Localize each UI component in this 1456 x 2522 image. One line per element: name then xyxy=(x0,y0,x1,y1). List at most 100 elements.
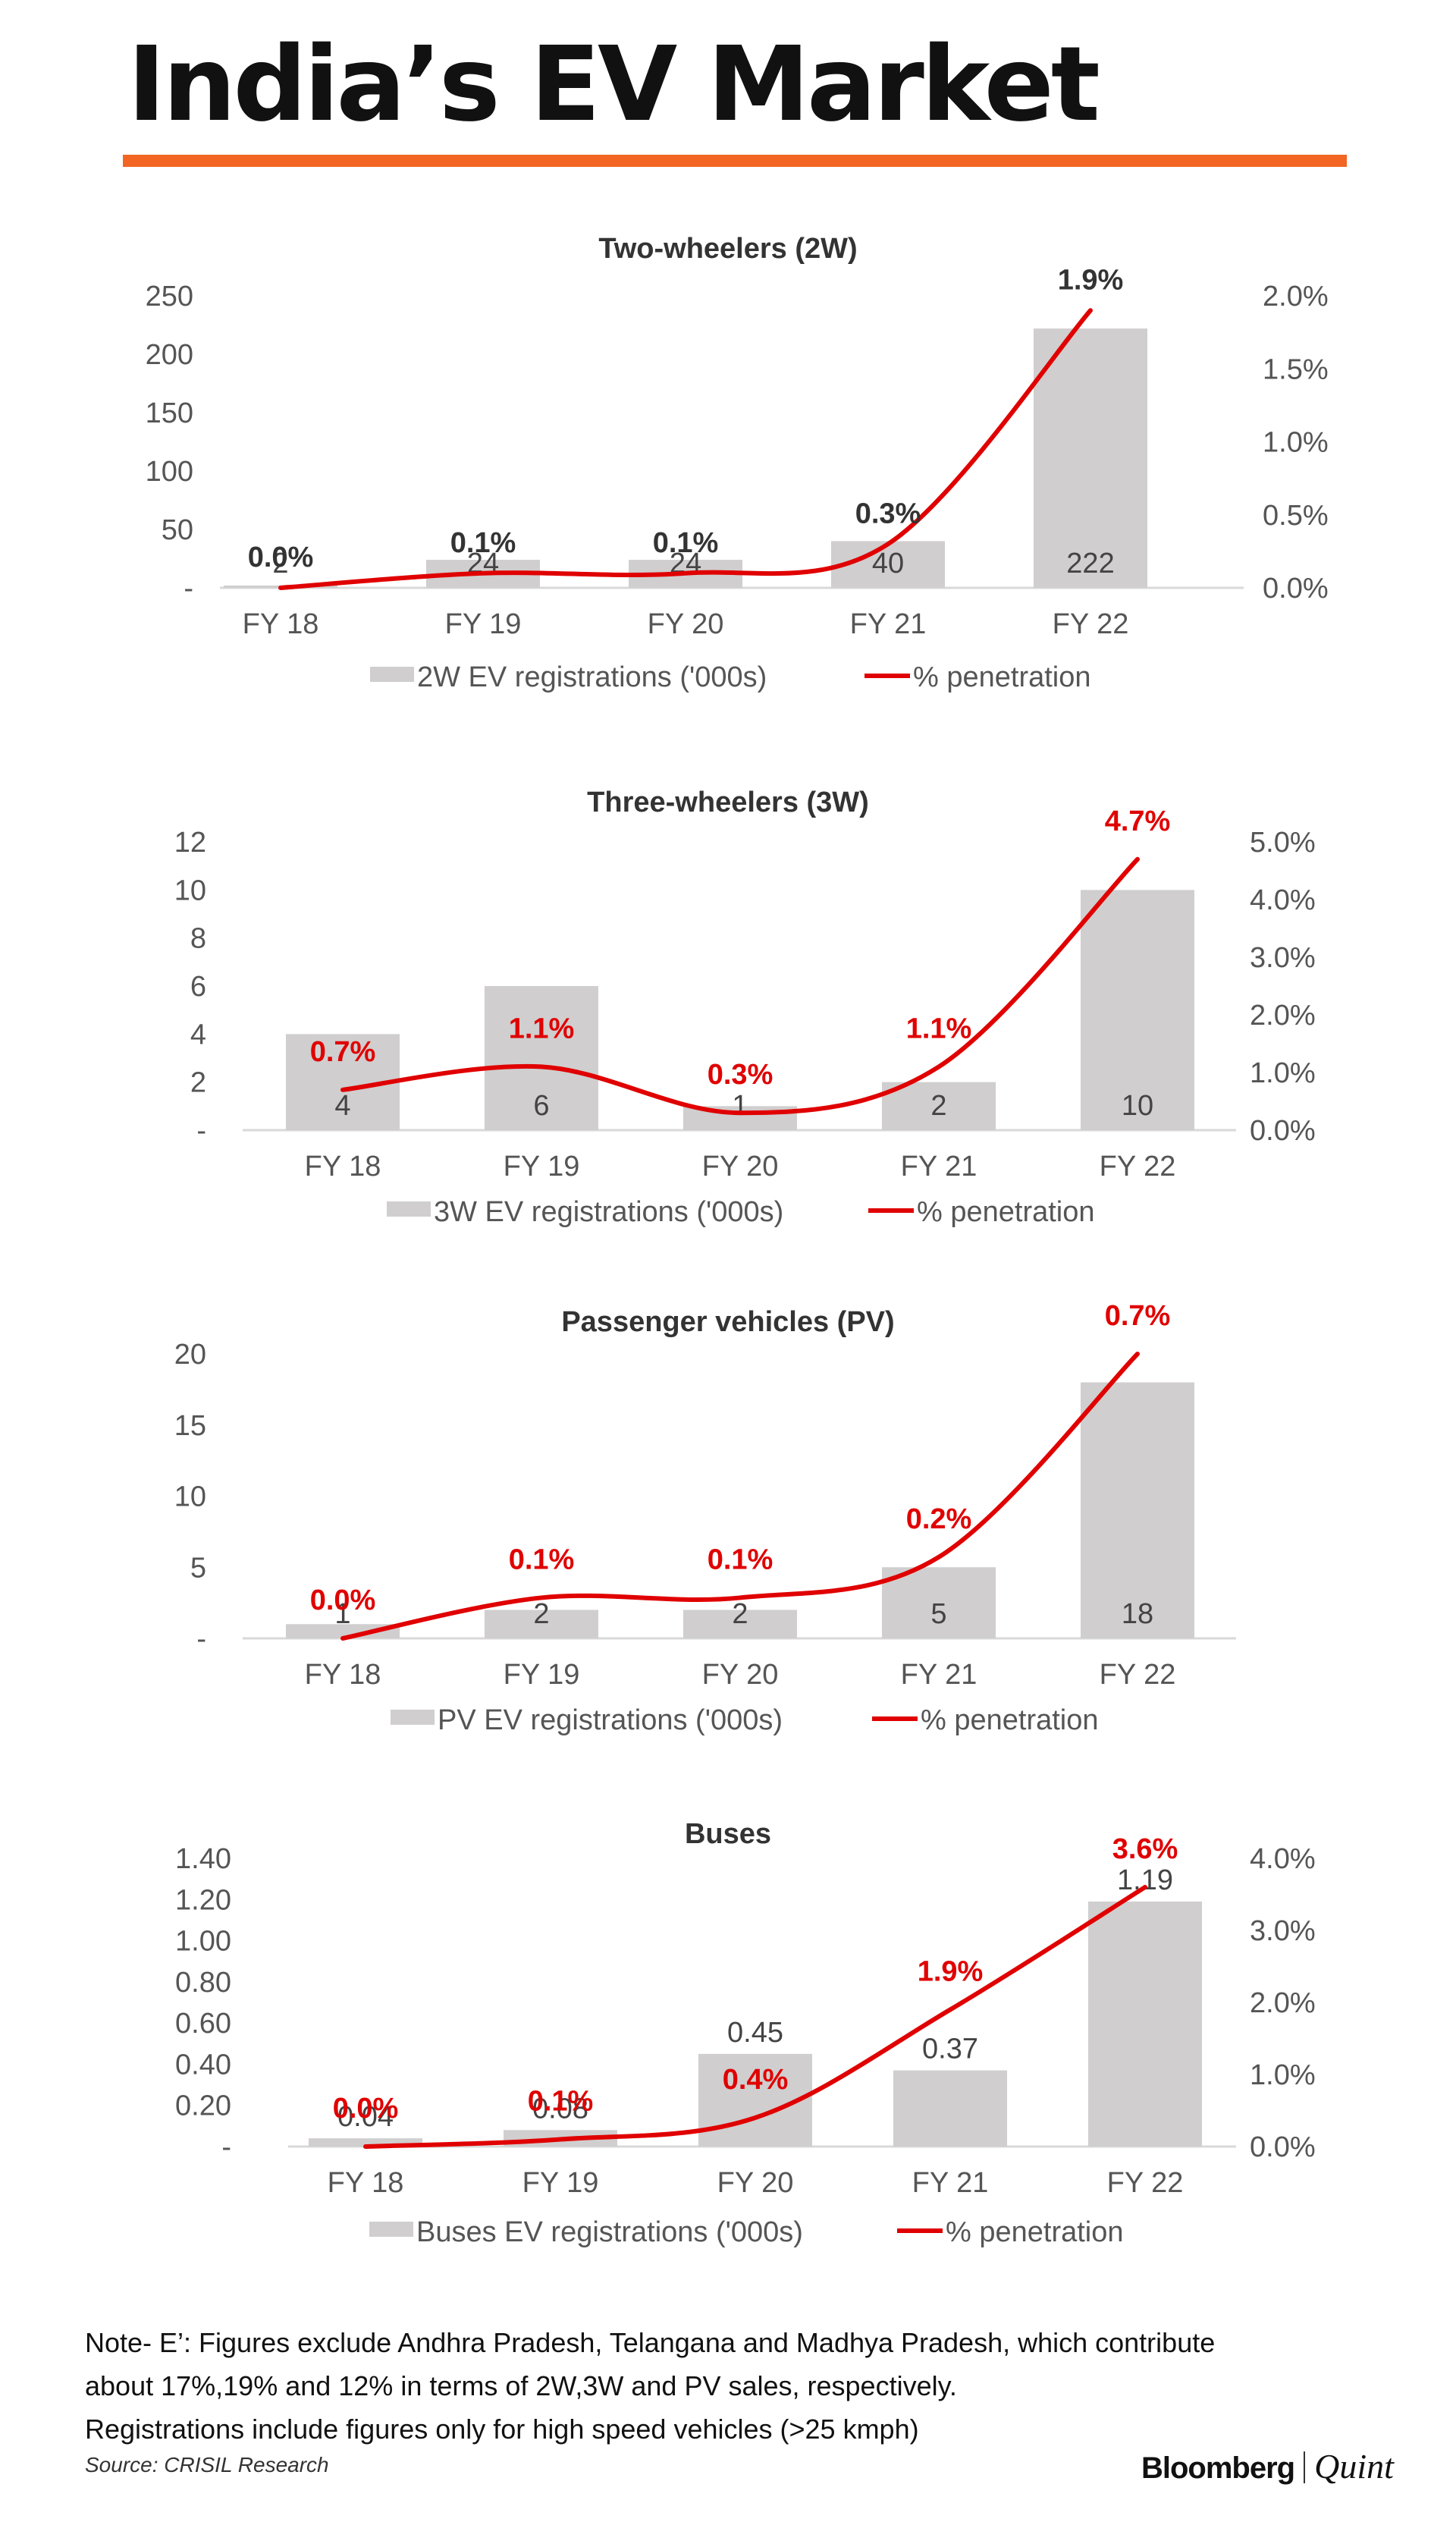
legend-line-label: % penetration xyxy=(921,1704,1099,1736)
penetration-line xyxy=(363,1885,1147,2149)
right-axis-tick-label: 2.0% xyxy=(1263,281,1329,313)
left-axis-tick-label: 10 xyxy=(174,875,206,906)
legend-bar-swatch xyxy=(391,1710,435,1725)
two-wheelers-chart: Two-wheelers (2W) - 50 100 150 200 250 0.0% 0.5%… xyxy=(146,233,1329,693)
left-axis-tick-label: 6 xyxy=(190,971,206,1003)
bar xyxy=(309,2138,422,2147)
left-axis-tick-label: - xyxy=(196,1623,206,1655)
right-axis-tick-label: 3.0% xyxy=(1250,942,1316,974)
right-axis-tick-label: 0.0% xyxy=(1250,1115,1316,1147)
category-tick-label: FY 19 xyxy=(445,608,522,640)
penetration-value-label: 4.7% xyxy=(1105,806,1171,837)
bar-value-label: 6 xyxy=(533,1090,549,1122)
left-axis-tick-label: 50 xyxy=(162,514,193,546)
category-tick-label: FY 21 xyxy=(901,1659,977,1691)
category-tick-label: FY 19 xyxy=(522,2167,599,2199)
category-tick-label: FY 20 xyxy=(648,608,724,640)
left-axis-tick-label: - xyxy=(196,1115,206,1147)
left-axis-tick-label: 1.40 xyxy=(175,1843,231,1875)
penetration-value-label: 0.3% xyxy=(855,498,921,529)
penetration-value-label: 0.0% xyxy=(333,2093,399,2125)
left-axis-tick-label: 2 xyxy=(190,1067,206,1099)
right-axis-tick-label: 0.5% xyxy=(1263,500,1329,532)
category-tick-label: FY 19 xyxy=(504,1151,580,1182)
penetration-value-label: 1.9% xyxy=(918,1956,984,1988)
bar xyxy=(1088,1902,1202,2147)
left-axis-tick-label: 10 xyxy=(174,1481,206,1513)
bar-value-label: 2 xyxy=(930,1090,946,1122)
bar-value-label: 2 xyxy=(272,548,288,579)
legend-bar-label: Buses EV registrations ('000s) xyxy=(416,2216,803,2248)
brand-logo: Bloomberg Quint xyxy=(1141,2446,1394,2486)
category-tick-label: FY 18 xyxy=(305,1659,381,1691)
penetration-value-label: 0.7% xyxy=(310,1036,376,1068)
left-axis-tick-label: 12 xyxy=(174,827,206,859)
penetration-value-label: 0.7% xyxy=(1105,1300,1171,1332)
right-axis-tick-label: 1.5% xyxy=(1263,353,1329,385)
bar xyxy=(1034,328,1147,588)
category-tick-label: FY 21 xyxy=(912,2167,989,2199)
penetration-value-label: 0.1% xyxy=(653,527,719,559)
source-credit: Source: CRISIL Research xyxy=(85,2453,329,2476)
legend-bar-label: 2W EV registrations ('000s) xyxy=(417,661,767,693)
category-tick-label: FY 20 xyxy=(717,2167,794,2199)
bar-value-label: 0.45 xyxy=(727,2017,783,2049)
three-wheelers-chart: Three-wheelers (3W)-246810120.0%1.0%2.0%… xyxy=(174,787,1316,1228)
bar xyxy=(882,1082,996,1130)
left-axis-tick-label: 15 xyxy=(174,1410,206,1442)
category-tick-label: FY 19 xyxy=(504,1659,580,1691)
chart-title: Buses xyxy=(685,1818,771,1850)
left-axis-tick-label: 20 xyxy=(174,1339,206,1371)
right-axis-tick-label: 0.0% xyxy=(1250,2131,1316,2163)
right-axis-tick-label: 1.0% xyxy=(1250,2059,1316,2091)
left-axis-tick-label: 0.20 xyxy=(175,2090,231,2122)
category-tick-label: FY 21 xyxy=(850,608,927,640)
right-axis-tick-label: 4.0% xyxy=(1250,884,1316,916)
left-axis-tick-label: 5 xyxy=(190,1552,206,1584)
category-tick-label: FY 22 xyxy=(1053,608,1129,640)
penetration-value-label: 0.0% xyxy=(310,1584,376,1616)
category-tick-label: FY 18 xyxy=(243,608,319,640)
penetration-value-label: 0.0% xyxy=(248,542,314,573)
bar-value-label: 0.08 xyxy=(532,2093,588,2125)
right-axis-tick-label: 1.0% xyxy=(1263,427,1329,459)
bar-value-label: 2 xyxy=(732,1598,748,1630)
penetration-value-label: 0.1% xyxy=(528,2086,594,2118)
footnote-line-1: Note- E’: Figures exclude Andhra Pradesh… xyxy=(85,2327,1216,2358)
penetration-line xyxy=(340,856,1140,1116)
bar xyxy=(683,1610,797,1638)
bar-value-label: 1.19 xyxy=(1117,1864,1173,1896)
bar xyxy=(286,1624,400,1638)
bar xyxy=(485,986,598,1130)
category-tick-label: FY 20 xyxy=(702,1151,779,1182)
category-tick-label: FY 20 xyxy=(702,1659,779,1691)
bar-value-label: 1 xyxy=(334,1598,350,1630)
right-axis-tick-label: 5.0% xyxy=(1250,827,1316,859)
legend-bar-label: 3W EV registrations ('000s) xyxy=(434,1196,783,1228)
right-axis-tick-label: 2.0% xyxy=(1250,1000,1316,1032)
legend-bar-swatch xyxy=(370,667,414,682)
left-axis-tick-label: 1.00 xyxy=(175,1926,231,1958)
right-axis-tick-label: 4.0% xyxy=(1250,1843,1316,1875)
legend-bar-swatch xyxy=(387,1201,431,1217)
left-axis-tick-label: 150 xyxy=(146,397,193,429)
legend-line-label: % penetration xyxy=(946,2216,1124,2248)
buses-chart: Buses - 0.20 0.40 0.60 0.80 1.00 1.20 1.40 0.0% 1.… xyxy=(175,1818,1316,2248)
penetration-value-label: 0.2% xyxy=(906,1503,972,1535)
footnote-line-3: Registrations include figures only for h… xyxy=(85,2414,919,2445)
bar-value-label: 0.04 xyxy=(337,2101,394,2133)
bar-value-label: 1 xyxy=(732,1090,748,1122)
left-axis-tick-label: 0.40 xyxy=(175,2049,231,2081)
left-axis-tick-label: 250 xyxy=(146,281,193,313)
penetration-value-label: 0.1% xyxy=(708,1544,774,1575)
left-axis-tick-label: 1.20 xyxy=(175,1884,231,1916)
bar-value-label: 222 xyxy=(1066,548,1114,579)
left-axis-tick-label: 200 xyxy=(146,339,193,371)
penetration-value-label: 1.9% xyxy=(1058,264,1124,296)
right-axis-tick-label: 2.0% xyxy=(1250,1987,1316,2019)
title-accent-rule xyxy=(123,155,1347,167)
chart-title: Two-wheelers (2W) xyxy=(598,233,857,265)
penetration-value-label: 3.6% xyxy=(1112,1833,1178,1865)
left-axis-tick-label: 0.80 xyxy=(175,1967,231,1999)
left-axis-tick-label: - xyxy=(221,2131,231,2163)
